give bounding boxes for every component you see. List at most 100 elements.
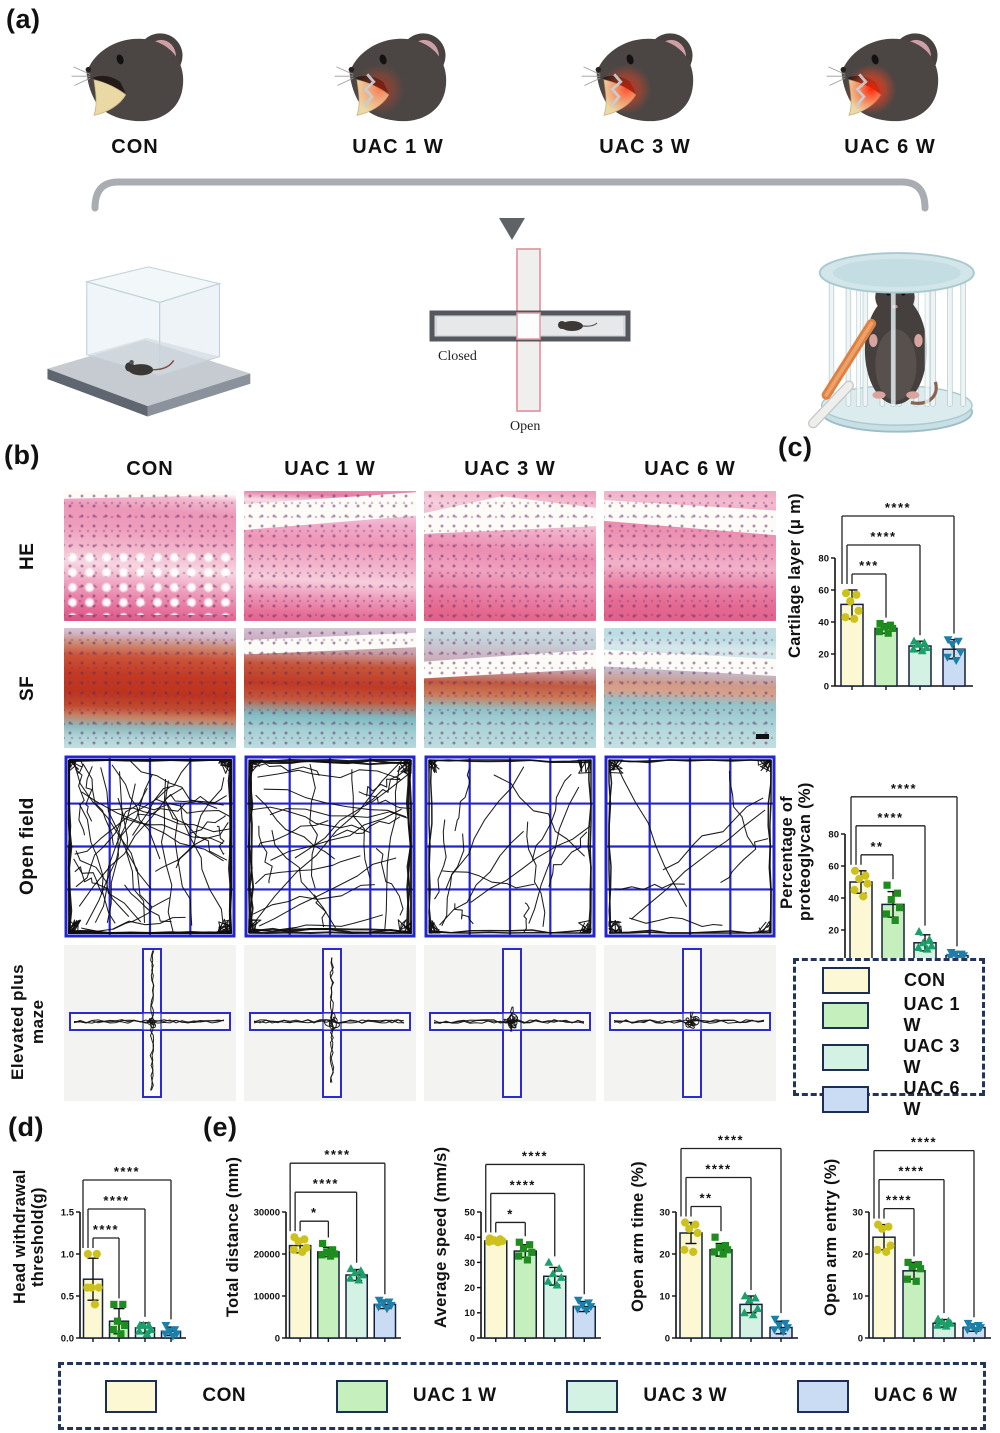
y-axis-label: Open arm time (%) xyxy=(629,1161,647,1313)
legend-label: UAC 6 W xyxy=(873,1385,958,1406)
group-uac3w: UAC 3 W xyxy=(565,24,725,159)
mouse-head-illustration xyxy=(71,33,184,122)
svg-text:0: 0 xyxy=(275,1333,280,1344)
svg-text:10000: 10000 xyxy=(253,1291,279,1302)
svg-text:****: **** xyxy=(885,500,911,515)
legend-swatch-uac6w xyxy=(796,1379,849,1413)
panel-d-chart: (d) Head withdrawal threshold(g) 0.0 0.5 1… xyxy=(0,1100,198,1360)
chart-proteoglycan: Percentage of proteoglycan (%) 020406080… xyxy=(778,730,977,974)
panel-b-grid: CON UAC 1 W UAC 3 W UAC 6 W HE SF Open f… xyxy=(0,454,776,1101)
he-micrograph-uac3w xyxy=(424,491,596,621)
svg-text:20: 20 xyxy=(464,1283,475,1294)
column-header: UAC 6 W xyxy=(644,457,736,480)
sf-micrograph-uac1w xyxy=(244,628,416,748)
legend-label: UAC 3 W xyxy=(903,1036,960,1077)
svg-text:10: 10 xyxy=(852,1291,863,1302)
group-label: UAC 6 W xyxy=(844,136,936,158)
sf-micrograph-uac6w xyxy=(604,628,776,748)
legend-swatch-con xyxy=(105,1379,157,1413)
svg-text:****: **** xyxy=(891,781,917,796)
column-header: UAC 3 W xyxy=(464,457,556,480)
svg-text:60: 60 xyxy=(818,585,829,596)
svg-text:****: **** xyxy=(313,1176,339,1191)
panel-c-label: (c) xyxy=(778,432,813,462)
he-micrograph-uac6w xyxy=(604,491,776,621)
open-field-track-con xyxy=(64,755,236,938)
svg-text:****: **** xyxy=(870,529,896,544)
row-label-elevated-plus-maze: Elevated plus maze xyxy=(8,963,47,1081)
legend-label: UAC 3 W xyxy=(643,1385,728,1406)
legend-item: CON xyxy=(796,967,982,994)
svg-text:****: **** xyxy=(324,1147,350,1162)
he-micrograph-con xyxy=(64,491,236,621)
legend-swatch-uac1w xyxy=(822,1001,870,1029)
legend-swatch-uac6w xyxy=(822,1085,870,1113)
legend-item: UAC 3 W xyxy=(522,1379,753,1413)
legend-label: UAC 1 W xyxy=(903,994,960,1035)
chart-head-withdrawal: Head withdrawal threshold(g) 0.0 0.5 1.0 1.… xyxy=(11,1126,188,1348)
chart-cartilage-layer: Cartilage layer (μ m) 0 20 40 60 80 *** **** **… xyxy=(786,454,975,698)
open-field-track-uac3w xyxy=(424,755,596,938)
svg-text:0: 0 xyxy=(470,1333,475,1344)
group-uac1w: UAC 1 W xyxy=(318,24,478,159)
svg-text:10: 10 xyxy=(464,1308,475,1319)
svg-text:0: 0 xyxy=(824,681,829,692)
panel-a-label: (a) xyxy=(6,4,41,34)
y-axis-label: Percentage of proteoglycan (%) xyxy=(778,782,814,922)
chart-average-speed: Average speed (mm/s) 0 10 20 30 40 50 * **** ***… xyxy=(432,1126,603,1348)
group-label: CON xyxy=(111,136,159,158)
svg-text:20000: 20000 xyxy=(253,1249,279,1260)
svg-text:30: 30 xyxy=(659,1207,670,1218)
panel-d-label: (d) xyxy=(8,1112,44,1142)
group-legend: CON UAC 1 W UAC 3 W UAC 6 W xyxy=(793,958,985,1119)
legend-item: CON xyxy=(61,1379,292,1413)
column-header: UAC 1 W xyxy=(284,457,376,480)
bar-chart-plot: 0.0 0.5 1.0 1.5 **** **** **** xyxy=(60,1164,186,1344)
row-label-sf: SF xyxy=(17,675,38,701)
y-axis-label: Total distance (mm) xyxy=(224,1156,242,1318)
column-header: CON xyxy=(126,457,174,480)
svg-text:****: **** xyxy=(886,1193,912,1208)
y-axis-label: Average speed (mm/s) xyxy=(432,1146,450,1328)
svg-text:80: 80 xyxy=(818,553,829,564)
svg-text:30: 30 xyxy=(464,1258,475,1269)
legend-item: UAC 3 W xyxy=(796,1036,982,1078)
svg-text:****: **** xyxy=(911,1135,937,1150)
open-field-track-uac6w xyxy=(604,755,776,938)
svg-text:1.5: 1.5 xyxy=(60,1207,74,1218)
plus-maze-apparatus-illustration: Closed Open xyxy=(420,243,645,441)
maze-closed-label: Closed xyxy=(438,349,477,364)
bottom-group-legend: CON UAC 1 W UAC 3 W UAC 6 W xyxy=(58,1362,986,1430)
open-field-apparatus-illustration xyxy=(47,266,251,417)
open-field-track-uac1w xyxy=(244,755,416,938)
group-con: CON xyxy=(55,24,215,159)
svg-text:****: **** xyxy=(103,1193,129,1208)
group-label: UAC 3 W xyxy=(599,136,691,158)
y-axis-label: Cartilage layer (μ m) xyxy=(786,493,804,659)
legend-swatch-uac1w xyxy=(335,1379,388,1413)
flow-bracket-arrow xyxy=(91,178,929,240)
y-axis-label: Open arm entry (%) xyxy=(822,1158,840,1316)
panel-c-charts: (c) Cartilage layer (μ m) 0 20 40 60 80 *** **… xyxy=(775,430,1000,1119)
panel-a-schematic: (a) CON UAC 1 W UAC 3 W UAC 6 W xyxy=(0,0,1000,434)
maze-open-label: Open xyxy=(510,419,541,434)
svg-text:20: 20 xyxy=(818,649,829,660)
svg-text:20: 20 xyxy=(828,925,839,936)
plus-maze-track-uac1w xyxy=(244,945,416,1101)
panel-e-label: (e) xyxy=(203,1112,238,1142)
legend-label: UAC 1 W xyxy=(412,1385,497,1406)
svg-text:60: 60 xyxy=(828,861,839,872)
bar-chart-plot: 0 10 20 30 **** **** **** xyxy=(852,1135,991,1344)
svg-text:10: 10 xyxy=(659,1291,670,1302)
svg-text:1.0: 1.0 xyxy=(60,1249,73,1260)
svg-text:0: 0 xyxy=(858,1333,863,1344)
svg-text:****: **** xyxy=(877,810,903,825)
svg-text:0: 0 xyxy=(665,1333,670,1344)
legend-label: UAC 6 W xyxy=(903,1078,960,1119)
chart-total-distance: Total distance (mm) 0 10000 20000 30000 * ***… xyxy=(224,1126,403,1348)
mouse-head-illustration xyxy=(334,33,447,122)
group-uac6w: UAC 6 W xyxy=(810,24,970,159)
svg-text:0.5: 0.5 xyxy=(60,1291,74,1302)
